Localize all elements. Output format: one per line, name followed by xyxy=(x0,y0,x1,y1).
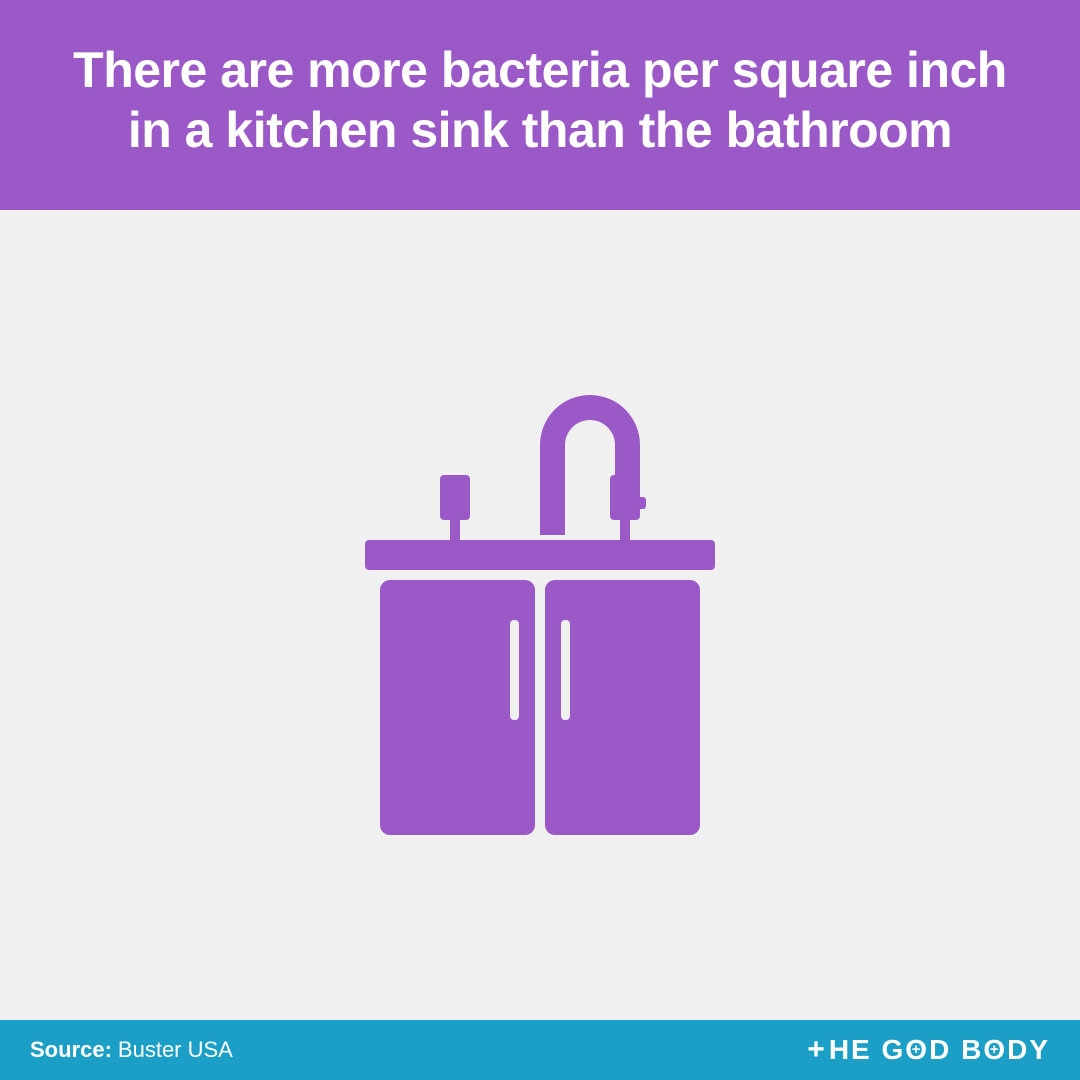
brand-text-part3: DY xyxy=(1007,1034,1050,1066)
header-banner: There are more bacteria per square inch … xyxy=(0,0,1080,210)
brand-o-icon: O+ xyxy=(905,1034,929,1066)
brand-o-icon: O+ xyxy=(983,1034,1007,1066)
kitchen-sink-icon xyxy=(330,385,750,845)
footer-bar: Source: Buster USA + HE G O+ D B O+ DY xyxy=(0,1020,1080,1080)
brand-plus-icon: + xyxy=(807,1033,827,1067)
brand-logo: + HE G O+ D B O+ DY xyxy=(807,1033,1050,1067)
headline-text: There are more bacteria per square inch … xyxy=(60,40,1020,160)
source-name: Buster USA xyxy=(118,1037,233,1063)
brand-text-part2: D B xyxy=(929,1034,983,1066)
main-illustration-area xyxy=(0,210,1080,1020)
brand-text-part1: HE G xyxy=(829,1034,905,1066)
source-label: Source: xyxy=(30,1037,112,1063)
infographic-card: There are more bacteria per square inch … xyxy=(0,0,1080,1080)
